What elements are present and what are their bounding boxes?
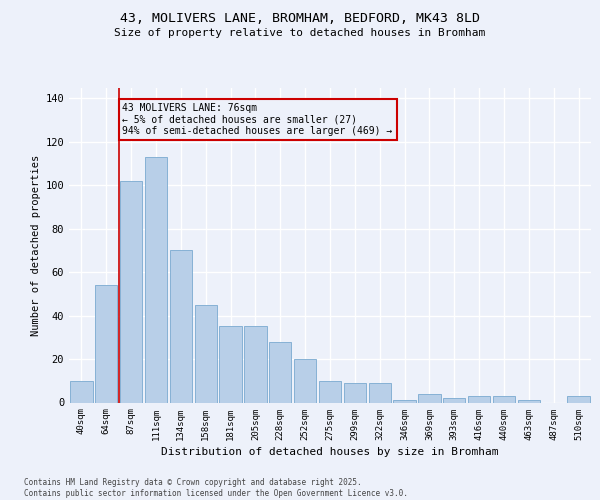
Bar	[120, 181, 142, 402]
X-axis label: Distribution of detached houses by size in Bromham: Distribution of detached houses by size …	[161, 446, 499, 456]
Text: Size of property relative to detached houses in Bromham: Size of property relative to detached ho…	[115, 28, 485, 38]
Bar	[518, 400, 540, 402]
Bar	[220, 326, 242, 402]
Bar	[568, 396, 590, 402]
Bar	[95, 285, 118, 403]
Text: 43, MOLIVERS LANE, BROMHAM, BEDFORD, MK43 8LD: 43, MOLIVERS LANE, BROMHAM, BEDFORD, MK4…	[120, 12, 480, 26]
Bar	[194, 304, 217, 402]
Bar	[468, 396, 490, 402]
Bar	[443, 398, 466, 402]
Bar	[269, 342, 292, 402]
Bar	[145, 157, 167, 402]
Bar	[319, 381, 341, 402]
Text: Contains HM Land Registry data © Crown copyright and database right 2025.
Contai: Contains HM Land Registry data © Crown c…	[24, 478, 408, 498]
Bar	[368, 383, 391, 402]
Bar	[294, 359, 316, 403]
Bar	[170, 250, 192, 402]
Text: 43 MOLIVERS LANE: 76sqm
← 5% of detached houses are smaller (27)
94% of semi-det: 43 MOLIVERS LANE: 76sqm ← 5% of detached…	[122, 102, 392, 136]
Y-axis label: Number of detached properties: Number of detached properties	[31, 154, 41, 336]
Bar	[493, 396, 515, 402]
Bar	[418, 394, 440, 402]
Bar	[394, 400, 416, 402]
Bar	[244, 326, 266, 402]
Bar	[70, 381, 92, 402]
Bar	[344, 383, 366, 402]
